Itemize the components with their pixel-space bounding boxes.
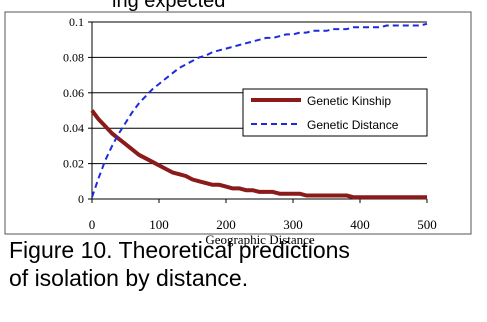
- y-tick-label: 0.06: [63, 86, 84, 100]
- y-tick-label: 0.08: [63, 50, 84, 64]
- y-tick-label: 0.02: [63, 157, 84, 171]
- y-tick-label: 0.1: [69, 15, 84, 29]
- x-tick-label: 100: [149, 217, 169, 232]
- series-layer: [90, 22, 428, 200]
- y-tick-label: 0.04: [63, 121, 84, 135]
- plot-area: 0 0.02 0.04 0.06 0.08 0.1 0 100 200 300 400 500: [63, 15, 437, 232]
- legend-box: [242, 88, 428, 137]
- legend: Genetic Kinship Genetic Distance: [242, 88, 428, 137]
- x-tick-label: 0: [89, 217, 96, 232]
- y-tick-label: 0: [78, 192, 84, 206]
- x-axis-title: Geographic Distance: [205, 232, 315, 247]
- legend-label-kinship: Genetic Kinship: [307, 94, 391, 108]
- series-line-genetic-kinship: [90, 109, 427, 200]
- series-line-genetic-distance: [91, 22, 428, 198]
- header-fragment: ing expected: [112, 0, 225, 12]
- x-tick-label: 200: [216, 217, 236, 232]
- figure-caption: Figure 10. Theoretical predictions of is…: [9, 236, 479, 292]
- x-tick-label: 300: [283, 217, 303, 232]
- x-tick-label: 400: [350, 217, 370, 232]
- legend-label-distance: Genetic Distance: [307, 118, 399, 132]
- x-axis: 0 100 200 300 400 500: [89, 198, 437, 232]
- caption-line-1: Figure 10. Theoretical predictions: [9, 237, 350, 263]
- x-tick-label: 500: [417, 217, 437, 232]
- caption-line-2: of isolation by distance.: [9, 265, 249, 291]
